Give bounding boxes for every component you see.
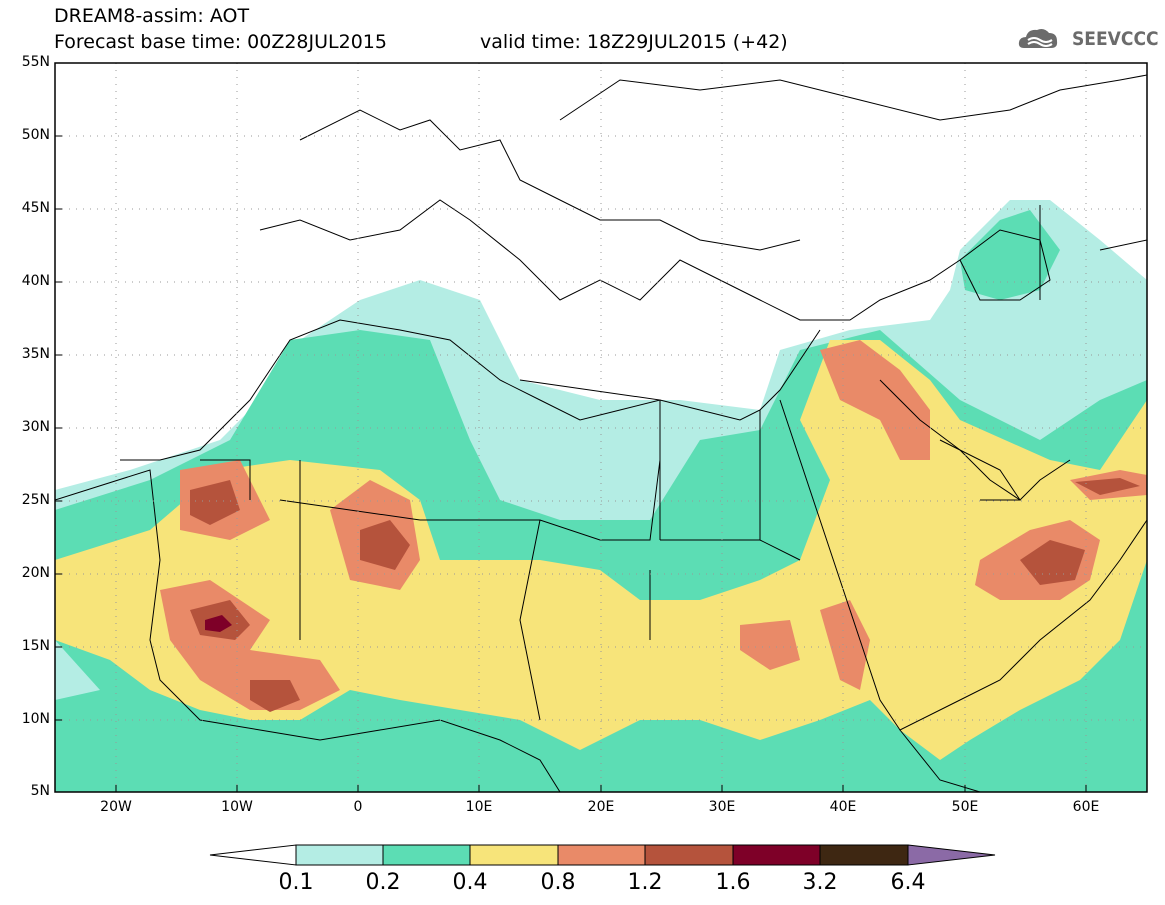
colorbar-label-3.2: 3.2 — [802, 870, 838, 895]
colorbar-bin-0.1 — [295, 844, 384, 866]
aot-contour-1.2-mali — [360, 520, 410, 570]
aot-contour-0.8-sudan — [740, 620, 800, 670]
colorbar — [209, 844, 996, 866]
colorbar-label-0.8: 0.8 — [540, 870, 576, 895]
aot-contour-1.2-gulf — [1075, 478, 1140, 495]
colorbar-bin-0.8 — [557, 844, 646, 866]
lon-label-10w: 10W — [221, 799, 253, 815]
colorbar-label-0.4: 0.4 — [452, 870, 488, 895]
valid-time: valid time: 18Z29JUL2015 (+42) — [480, 31, 788, 53]
aot-contour-0.2-caspian — [960, 210, 1060, 300]
lon-label-60e: 60E — [1072, 799, 1100, 815]
gridlines — [55, 63, 1147, 792]
colorbar-under-triangle — [209, 844, 297, 866]
aot-contour-0.8-iraq — [820, 340, 930, 460]
lat-label-40n: 40N — [21, 273, 50, 289]
colorbar-bin-0.2 — [382, 844, 471, 866]
logo-text: SEEVCCC — [1072, 28, 1159, 50]
aot-contour-0.8-redsea — [820, 600, 870, 690]
colorbar-label-1.2: 1.2 — [627, 870, 663, 895]
axis-ticks — [55, 62, 1087, 793]
lat-label-10n: 10N — [21, 711, 50, 727]
lon-label-30e: 30E — [708, 799, 736, 815]
colorbar-bin-3.2 — [819, 844, 909, 866]
lat-label-20n: 20N — [21, 565, 50, 581]
colorbar-label-0.2: 0.2 — [365, 870, 401, 895]
aot-contour-1.6 — [205, 615, 232, 632]
cloud-icon — [1018, 29, 1058, 48]
lat-label-35n: 35N — [21, 346, 50, 362]
colorbar-label-1.6: 1.6 — [715, 870, 751, 895]
lon-label-50e: 50E — [951, 799, 979, 815]
lat-label-30n: 30N — [21, 419, 50, 435]
aot-contour-1.2-west — [190, 480, 240, 525]
colorbar-bin-1.6 — [732, 844, 821, 866]
aot-contour-1.2-arabia — [1020, 540, 1085, 585]
colorbar-bin-0.4 — [469, 844, 559, 866]
lon-label-40e: 40E — [829, 799, 857, 815]
lat-label-45n: 45N — [21, 200, 50, 216]
lat-label-25n: 25N — [21, 492, 50, 508]
colorbar-label-6.4: 6.4 — [890, 870, 926, 895]
lat-label-5n: 5N — [30, 783, 50, 799]
chart-title: DREAM8-assim: AOT — [54, 5, 250, 27]
colorbar-over-triangle — [907, 844, 996, 866]
lon-label-20e: 20E — [587, 799, 615, 815]
lon-label-10e: 10E — [465, 799, 493, 815]
aot-contour-0.4 — [55, 340, 1147, 760]
colorbar-bin-1.2 — [644, 844, 734, 866]
lon-label-0: 0 — [353, 799, 363, 815]
lat-label-15n: 15N — [21, 638, 50, 654]
aot-contour-1.2-sahel2 — [250, 680, 300, 712]
lat-label-50n: 50N — [21, 127, 50, 143]
colorbar-label-0.1: 0.1 — [278, 870, 314, 895]
lat-label-55n: 55N — [21, 54, 50, 70]
forecast-base-time: Forecast base time: 00Z28JUL2015 — [54, 31, 387, 53]
coastlines — [55, 74, 1147, 792]
lon-label-20w: 20W — [100, 799, 132, 815]
